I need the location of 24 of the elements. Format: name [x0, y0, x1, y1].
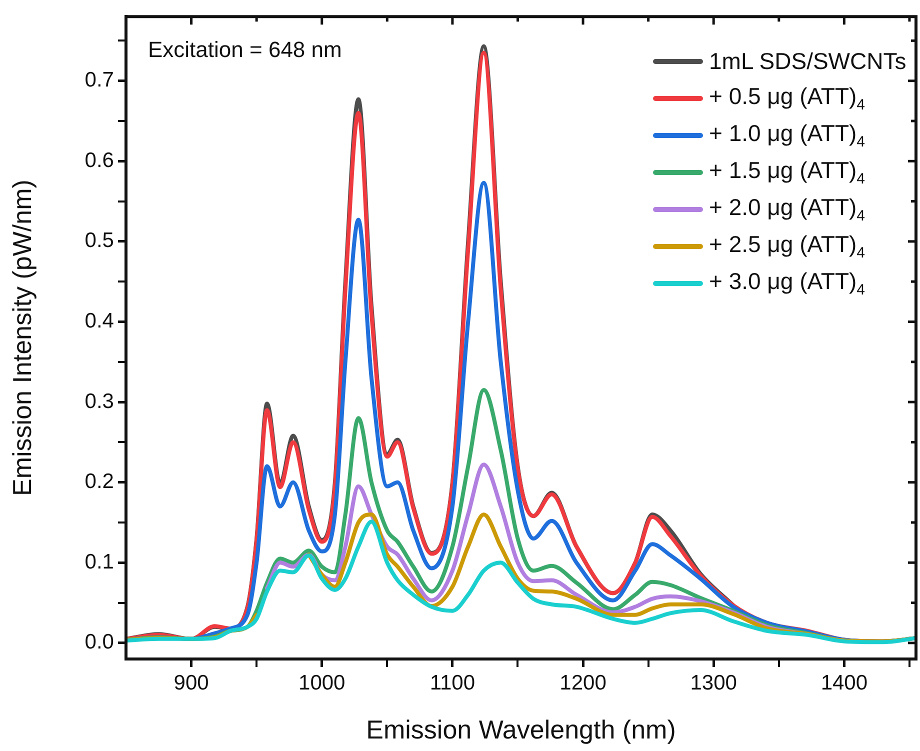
x-tick-label: 1100 — [430, 671, 476, 694]
legend-label: 1mL SDS/SWCNTs — [709, 48, 906, 75]
legend-label: + 3.0 μg (ATT)$_{4}$ — [709, 268, 866, 298]
y-axis-title: Emission Intensity (pW/nm) — [6, 180, 37, 496]
x-tick-label: 900 — [174, 671, 209, 694]
x-tick-label: 1200 — [560, 671, 606, 694]
y-tick-label: 0.7 — [84, 68, 114, 92]
legend-label: + 2.0 μg (ATT)$_{4}$ — [709, 194, 866, 224]
legend-label: + 1.5 μg (ATT)$_{4}$ — [709, 156, 866, 188]
legend-label: + 0.5 μg (ATT)$_{4}$ — [709, 82, 866, 114]
y-tick-label: 0.6 — [84, 148, 114, 172]
x-axis-title: Emission Wavelength (nm) — [366, 714, 676, 745]
annotation: Excitation = 648 nm — [148, 36, 342, 63]
y-tick-label: 0.2 — [84, 470, 114, 494]
legend-label: + 2.5 μg (ATT)$_{4}$ — [709, 230, 866, 262]
x-tick-label: 1400 — [820, 671, 868, 694]
x-tick-label: 1000 — [298, 671, 346, 694]
x-tick-label: 1300 — [690, 671, 737, 694]
y-tick-label: 0.3 — [84, 390, 114, 413]
y-tick-label: 0.5 — [84, 229, 114, 252]
y-tick-label: 0.0 — [84, 630, 114, 654]
legend-label: + 1.0 μg (ATT)$_{4}$ — [709, 120, 866, 150]
y-tick-label: 0.1 — [84, 550, 114, 574]
y-tick-label: 0.4 — [84, 310, 114, 333]
